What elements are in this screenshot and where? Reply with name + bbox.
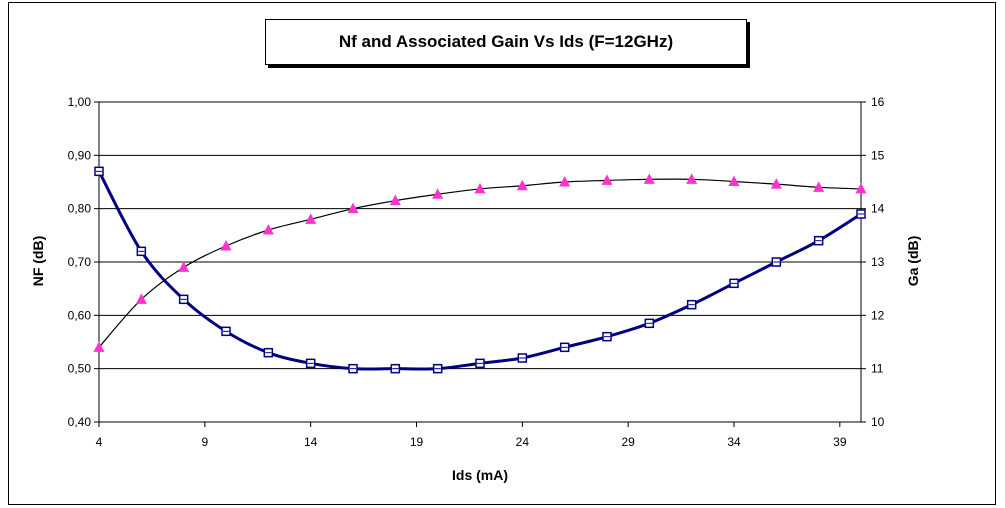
x-axis-label: Ids (mA) (452, 467, 508, 483)
x-tick-label: 34 (727, 435, 741, 449)
y-tick-label-right: 14 (871, 202, 885, 216)
ga-data-point (643, 173, 655, 184)
ga-data-point (135, 293, 147, 304)
ga-data-point (559, 176, 571, 187)
ga-data-point (262, 224, 274, 235)
y-tick-label-left: 0,90 (68, 148, 92, 162)
x-tick-label: 19 (410, 435, 424, 449)
y-tick-label-right: 10 (871, 415, 885, 429)
y-tick-label-right: 11 (871, 362, 884, 376)
ga-data-point (813, 181, 825, 192)
y-tick-label-left: 0,60 (68, 308, 92, 322)
y-tick-label-left: 1,00 (68, 95, 92, 109)
ga-data-point (178, 261, 190, 272)
y-tick-label-right: 13 (871, 255, 885, 269)
ga-data-point (474, 182, 486, 194)
y-tick-label-left: 0,50 (68, 362, 92, 376)
ga-data-point (347, 202, 359, 214)
y-axis-label-right: Ga (dB) (905, 236, 921, 287)
x-tick-label: 24 (516, 435, 530, 449)
x-tick-label: 29 (621, 435, 635, 449)
x-tick-label: 14 (304, 435, 318, 449)
chart-frame (8, 2, 996, 505)
ga-data-point (305, 213, 317, 224)
x-tick-label: 4 (96, 435, 103, 449)
ga-data-point (770, 178, 782, 189)
ga-data-point (686, 173, 698, 184)
y-tick-label-left: 0,80 (68, 202, 92, 216)
ga-data-point (389, 194, 401, 206)
y-tick-label-right: 15 (871, 148, 885, 162)
ga-data-point (601, 174, 613, 185)
x-tick-label: 39 (833, 435, 847, 449)
y-axis-label-left: NF (dB) (30, 236, 46, 287)
y-tick-label-right: 16 (871, 95, 885, 109)
ga-data-point (93, 341, 105, 352)
ga-data-point (432, 188, 444, 199)
ga-data-point (728, 175, 740, 186)
nf-series-line (97, 170, 862, 371)
y-tick-label-left: 0,70 (68, 255, 92, 269)
x-tick-label: 9 (201, 435, 208, 449)
chart-title: Nf and Associated Gain Vs Ids (F=12GHz) (265, 19, 747, 65)
y-tick-label-left: 0,40 (68, 415, 92, 429)
ga-data-point (855, 182, 867, 194)
ga-data-point (220, 240, 232, 251)
y-tick-label-right: 12 (871, 308, 885, 322)
ga-data-point (516, 179, 528, 191)
